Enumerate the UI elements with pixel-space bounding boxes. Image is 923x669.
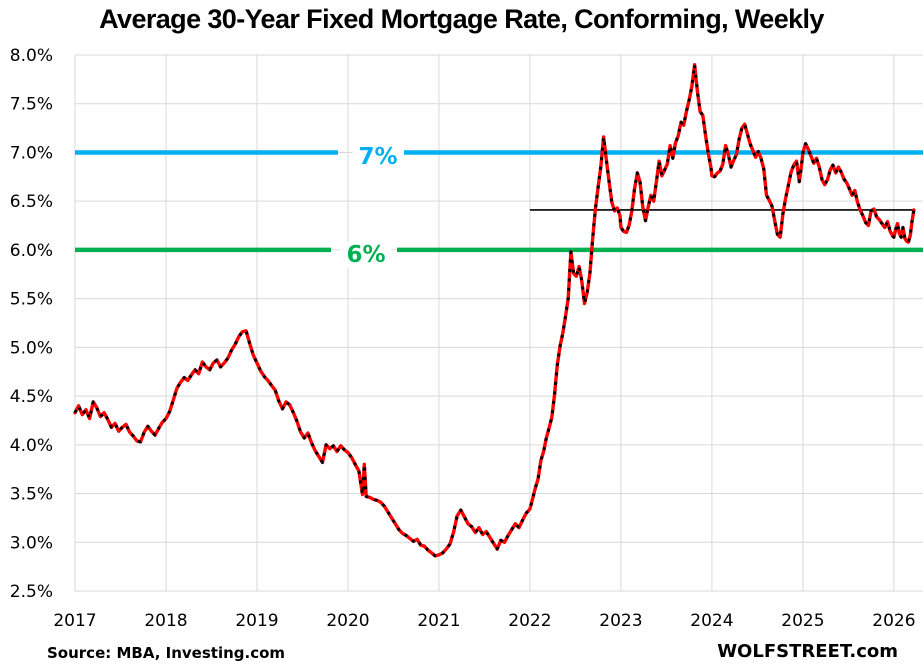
x-tick-label: 2019 [235, 611, 278, 631]
x-tick-label: 2024 [690, 611, 733, 631]
y-tick-label: 4.0% [10, 436, 53, 456]
y-tick-label: 6.5% [10, 192, 53, 212]
y-tick-label: 3.5% [10, 485, 53, 505]
x-tick-label: 2023 [599, 611, 642, 631]
y-tick-label: 7.0% [10, 143, 53, 163]
ref-line-label-6pct: 6% [340, 242, 392, 268]
y-tick-label: 4.5% [10, 387, 53, 407]
y-tick-label: 5.0% [10, 338, 53, 358]
x-tick-label: 2018 [144, 611, 187, 631]
branding-wolfstreet: WOLFSTREET.com [717, 641, 898, 662]
chart-title: Average 30-Year Fixed Mortgage Rate, Con… [99, 4, 824, 34]
y-tick-label: 3.0% [10, 533, 53, 553]
x-tick-label: 2025 [781, 611, 824, 631]
x-tick-label: 2020 [326, 611, 369, 631]
rate-line [73, 62, 916, 558]
x-tick-label: 2026 [872, 611, 915, 631]
y-tick-label: 7.5% [10, 95, 53, 115]
x-tick-label: 2022 [508, 611, 551, 631]
y-tick-label: 2.5% [10, 582, 53, 602]
x-tick-label: 2017 [53, 611, 96, 631]
y-tick-label: 8.0% [10, 46, 53, 66]
rate-line-dotted-overlay [73, 63, 916, 558]
x-tick-label: 2021 [417, 611, 460, 631]
y-tick-label: 5.5% [10, 290, 53, 310]
y-tick-label: 6.0% [10, 241, 53, 261]
source-note: Source: MBA, Investing.com [47, 644, 286, 662]
ref-line-label-7pct: 7% [352, 144, 404, 170]
